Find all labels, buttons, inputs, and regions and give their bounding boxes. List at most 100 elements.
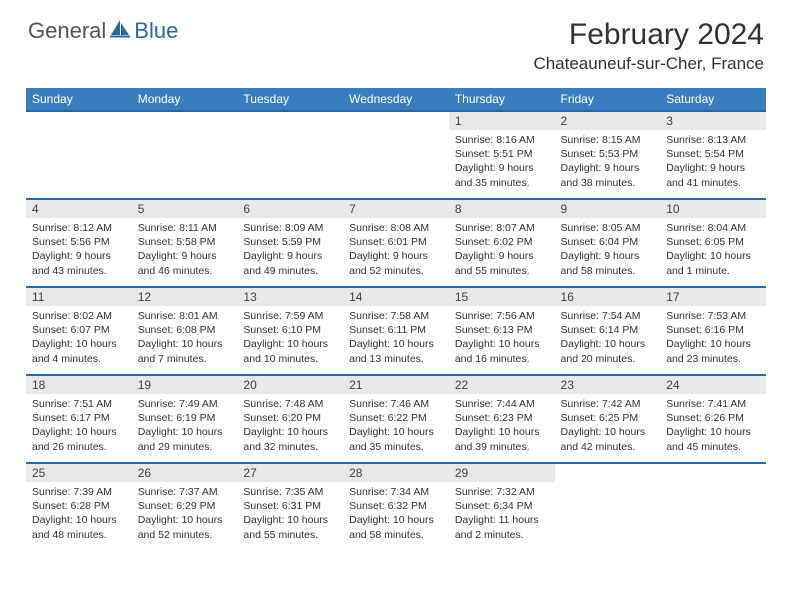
day-cell: 12Sunrise: 8:01 AMSunset: 6:08 PMDayligh… [132, 287, 238, 375]
day-cell: 1Sunrise: 8:16 AMSunset: 5:51 PMDaylight… [449, 111, 555, 199]
sunset-line: Sunset: 6:19 PM [138, 411, 232, 425]
day-details: Sunrise: 7:49 AMSunset: 6:19 PMDaylight:… [132, 394, 238, 458]
day-header-friday: Friday [555, 88, 661, 111]
sunrise-line: Sunrise: 8:11 AM [138, 221, 232, 235]
sunrise-line: Sunrise: 8:16 AM [455, 133, 549, 147]
daylight-line: Daylight: 10 hours and 39 minutes. [455, 425, 549, 453]
location-label: Chateauneuf-sur-Cher, France [533, 54, 764, 74]
day-number: 1 [449, 112, 555, 130]
day-details: Sunrise: 7:53 AMSunset: 6:16 PMDaylight:… [660, 306, 766, 370]
sunset-line: Sunset: 6:23 PM [455, 411, 549, 425]
day-number: 19 [132, 376, 238, 394]
day-cell: 22Sunrise: 7:44 AMSunset: 6:23 PMDayligh… [449, 375, 555, 463]
day-cell: 26 Sunrise: 7:37 AMSunset: 6:29 PMDayligh… [132, 463, 238, 551]
day-details: Sunrise: 7:46 AMSunset: 6:22 PMDaylight:… [343, 394, 449, 458]
day-cell: 27Sunrise: 7:35 AMSunset: 6:31 PMDayligh… [237, 463, 343, 551]
day-number: 18 [26, 376, 132, 394]
sunrise-line: Sunrise: 7:51 AM [32, 397, 126, 411]
sunrise-line: Sunrise: 7:59 AM [243, 309, 337, 323]
day-cell [237, 111, 343, 199]
day-details: Sunrise: 8:08 AMSunset: 6:01 PMDaylight:… [343, 218, 449, 282]
daylight-line: Daylight: 10 hours and 48 minutes. [32, 513, 126, 541]
day-cell: 23Sunrise: 7:42 AMSunset: 6:25 PMDayligh… [555, 375, 661, 463]
sunset-line: Sunset: 6:05 PM [666, 235, 760, 249]
day-details: Sunrise: 8:05 AMSunset: 6:04 PMDaylight:… [555, 218, 661, 282]
day-cell: 21Sunrise: 7:46 AMSunset: 6:22 PMDayligh… [343, 375, 449, 463]
week-row: 25Sunrise: 7:39 AMSunset: 6:28 PMDayligh… [26, 463, 766, 551]
logo-sail-icon [110, 18, 132, 43]
sunrise-line: Sunrise: 7:54 AM [561, 309, 655, 323]
daylight-line: Daylight: 10 hours and 52 minutes. [138, 513, 232, 541]
daylight-line: Daylight: 10 hours and 32 minutes. [243, 425, 337, 453]
sunset-line: Sunset: 6:25 PM [561, 411, 655, 425]
day-cell [555, 463, 661, 551]
day-header-monday: Monday [132, 88, 238, 111]
day-number: 22 [449, 376, 555, 394]
day-cell: 6Sunrise: 8:09 AMSunset: 5:59 PMDaylight… [237, 199, 343, 287]
sunrise-line: Sunrise: 7:32 AM [455, 485, 549, 499]
day-details: Sunrise: 7:54 AMSunset: 6:14 PMDaylight:… [555, 306, 661, 370]
day-header-saturday: Saturday [660, 88, 766, 111]
daylight-line: Daylight: 10 hours and 1 minute. [666, 249, 760, 277]
sunset-line: Sunset: 5:53 PM [561, 147, 655, 161]
daylight-line: Daylight: 10 hours and 20 minutes. [561, 337, 655, 365]
day-number: 24 [660, 376, 766, 394]
daylight-line: Daylight: 10 hours and 7 minutes. [138, 337, 232, 365]
sunrise-line: Sunrise: 8:08 AM [349, 221, 443, 235]
daylight-line: Daylight: 9 hours and 43 minutes. [32, 249, 126, 277]
day-details: Sunrise: 7:35 AMSunset: 6:31 PMDaylight:… [237, 482, 343, 546]
day-number: 10 [660, 200, 766, 218]
day-details: Sunrise: 7:59 AMSunset: 6:10 PMDaylight:… [237, 306, 343, 370]
day-details: Sunrise: 8:02 AMSunset: 6:07 PMDaylight:… [26, 306, 132, 370]
day-cell: 25Sunrise: 7:39 AMSunset: 6:28 PMDayligh… [26, 463, 132, 551]
sunrise-line: Sunrise: 7:37 AM [138, 485, 232, 499]
day-number: 25 [26, 464, 132, 482]
sunset-line: Sunset: 6:13 PM [455, 323, 549, 337]
day-number: 14 [343, 288, 449, 306]
sunrise-line: Sunrise: 8:15 AM [561, 133, 655, 147]
day-number: 29 [449, 464, 555, 482]
day-details: Sunrise: 8:11 AMSunset: 5:58 PMDaylight:… [132, 218, 238, 282]
day-number: 15 [449, 288, 555, 306]
daylight-line: Daylight: 9 hours and 52 minutes. [349, 249, 443, 277]
sunset-line: Sunset: 5:51 PM [455, 147, 549, 161]
day-number: 2 [555, 112, 661, 130]
sunset-line: Sunset: 6:29 PM [138, 499, 232, 513]
week-row: 11Sunrise: 8:02 AMSunset: 6:07 PMDayligh… [26, 287, 766, 375]
day-header-sunday: Sunday [26, 88, 132, 111]
day-number: 3 [660, 112, 766, 130]
sunrise-line: Sunrise: 7:49 AM [138, 397, 232, 411]
sunset-line: Sunset: 6:11 PM [349, 323, 443, 337]
day-number: 13 [237, 288, 343, 306]
page-header: General Blue February 2024 Chateauneuf-s… [0, 0, 792, 82]
sunrise-line: Sunrise: 7:58 AM [349, 309, 443, 323]
day-details: Sunrise: 8:13 AMSunset: 5:54 PMDaylight:… [660, 130, 766, 194]
sunset-line: Sunset: 6:01 PM [349, 235, 443, 249]
day-details: Sunrise: 7:39 AMSunset: 6:28 PMDaylight:… [26, 482, 132, 546]
day-details: Sunrise: 7:48 AMSunset: 6:20 PMDaylight:… [237, 394, 343, 458]
sunset-line: Sunset: 6:26 PM [666, 411, 760, 425]
day-details: Sunrise: 8:07 AMSunset: 6:02 PMDaylight:… [449, 218, 555, 282]
sunrise-line: Sunrise: 7:39 AM [32, 485, 126, 499]
day-cell [660, 463, 766, 551]
sunrise-line: Sunrise: 7:53 AM [666, 309, 760, 323]
day-details: Sunrise: 7:44 AMSunset: 6:23 PMDaylight:… [449, 394, 555, 458]
day-cell: 18Sunrise: 7:51 AMSunset: 6:17 PMDayligh… [26, 375, 132, 463]
logo-text-blue: Blue [134, 18, 178, 44]
day-cell: 3Sunrise: 8:13 AMSunset: 5:54 PMDaylight… [660, 111, 766, 199]
day-cell: 24Sunrise: 7:41 AMSunset: 6:26 PMDayligh… [660, 375, 766, 463]
day-number: 12 [132, 288, 238, 306]
daylight-line: Daylight: 10 hours and 26 minutes. [32, 425, 126, 453]
day-details: Sunrise: 8:01 AMSunset: 6:08 PMDaylight:… [132, 306, 238, 370]
day-number: 27 [237, 464, 343, 482]
day-details: Sunrise: 8:12 AMSunset: 5:56 PMDaylight:… [26, 218, 132, 282]
day-number: 8 [449, 200, 555, 218]
daylight-line: Daylight: 10 hours and 58 minutes. [349, 513, 443, 541]
day-number: 7 [343, 200, 449, 218]
sunrise-line: Sunrise: 8:04 AM [666, 221, 760, 235]
day-number: 26 [132, 464, 238, 482]
daylight-line: Daylight: 10 hours and 16 minutes. [455, 337, 549, 365]
day-header-tuesday: Tuesday [237, 88, 343, 111]
daylight-line: Daylight: 10 hours and 55 minutes. [243, 513, 337, 541]
day-cell: 4Sunrise: 8:12 AMSunset: 5:56 PMDaylight… [26, 199, 132, 287]
